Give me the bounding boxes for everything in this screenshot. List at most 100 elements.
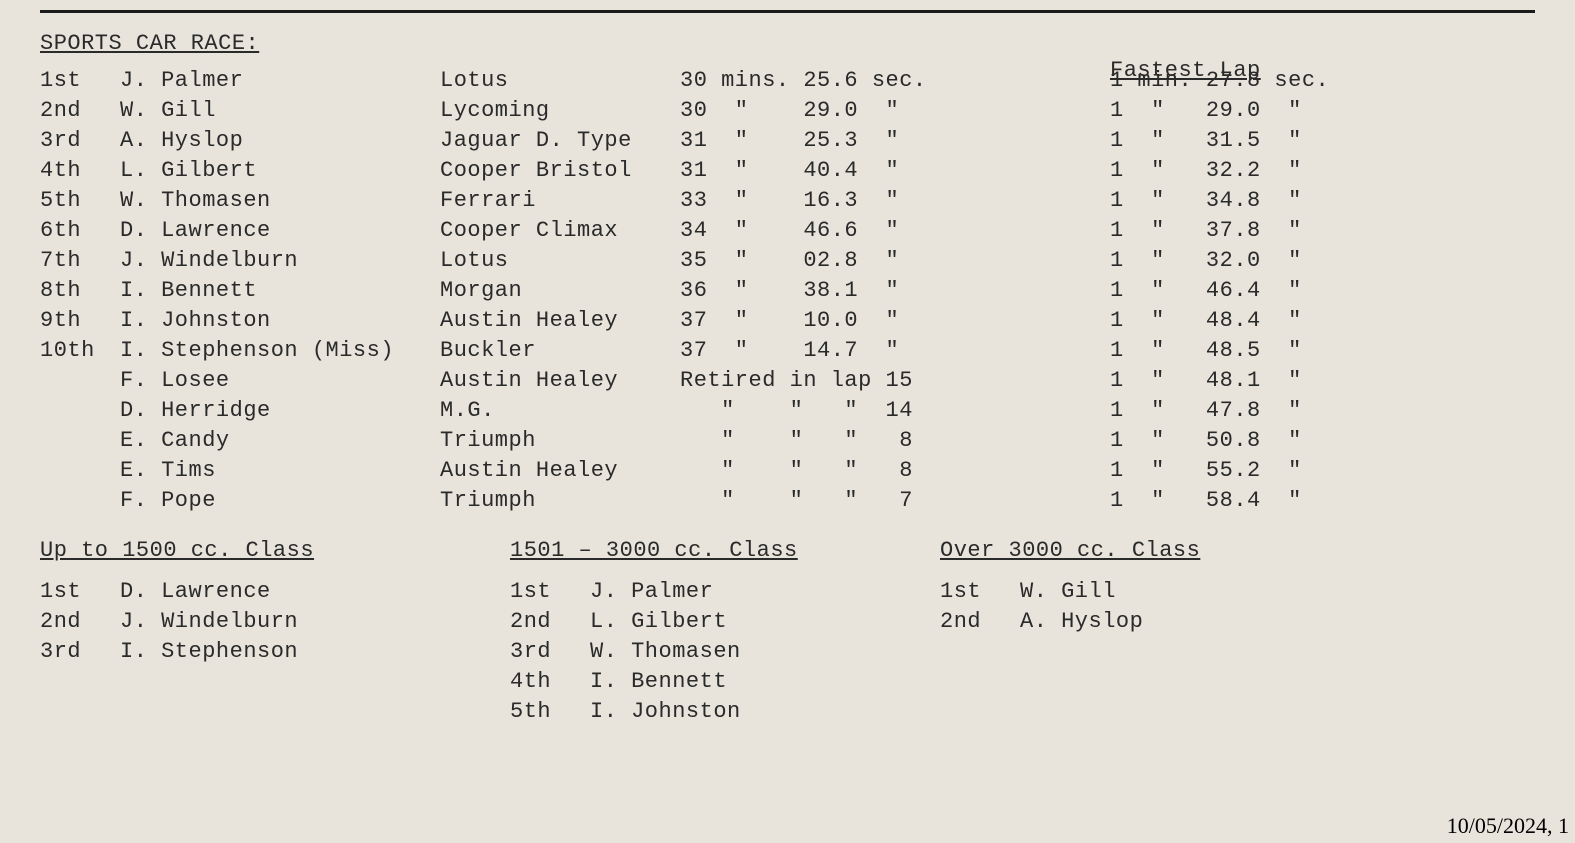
position: 4th bbox=[40, 156, 110, 186]
race-time: " " " 8 bbox=[680, 456, 1110, 486]
class-position: 3rd bbox=[40, 637, 120, 667]
position: 10th bbox=[40, 336, 110, 366]
class-column: 1501 – 3000 cc. Class 1stJ. Palmer2ndL. G… bbox=[510, 538, 798, 727]
result-row: E. TimsAustin Healey " " " 81 " 55.2 " bbox=[40, 456, 1535, 486]
class-column: Over 3000 cc. Class 1stW. Gill2ndA. Hyslo… bbox=[940, 538, 1200, 637]
fastest-lap: 1 " 37.8 " bbox=[1110, 216, 1480, 246]
car-name: Buckler bbox=[440, 336, 700, 366]
class-driver: W. Thomasen bbox=[590, 637, 741, 667]
car-name: Austin Healey bbox=[440, 366, 700, 396]
fastest-lap: 1 " 48.4 " bbox=[1110, 306, 1480, 336]
section-title: SPORTS CAR RACE: bbox=[40, 31, 1535, 56]
class-position: 1st bbox=[40, 577, 120, 607]
fastest-lap: 1 " 55.2 " bbox=[1110, 456, 1480, 486]
driver-name: W. Gill bbox=[120, 96, 440, 126]
fastest-lap: 1 " 50.8 " bbox=[1110, 426, 1480, 456]
class-row: 3rdI. Stephenson bbox=[40, 637, 314, 667]
class-driver: I. Johnston bbox=[590, 697, 741, 727]
class-driver: A. Hyslop bbox=[1020, 607, 1143, 637]
car-name: Jaguar D. Type bbox=[440, 126, 700, 156]
driver-name: I. Johnston bbox=[120, 306, 440, 336]
class-driver: J. Windelburn bbox=[120, 607, 298, 637]
class-row: 2ndJ. Windelburn bbox=[40, 607, 314, 637]
position: 2nd bbox=[40, 96, 110, 126]
class-row: 2ndL. Gilbert bbox=[510, 607, 798, 637]
car-name: Austin Healey bbox=[440, 306, 700, 336]
result-row: 2ndW. GillLycoming30 " 29.0 "1 " 29.0 " bbox=[40, 96, 1535, 126]
result-row: 8thI. BennettMorgan36 " 38.1 "1 " 46.4 " bbox=[40, 276, 1535, 306]
fastest-lap: 1 " 48.1 " bbox=[1110, 366, 1480, 396]
result-row: 4thL. GilbertCooper Bristol31 " 40.4 "1 … bbox=[40, 156, 1535, 186]
car-name: Lycoming bbox=[440, 96, 700, 126]
class-driver: L. Gilbert bbox=[590, 607, 727, 637]
class-driver: I. Stephenson bbox=[120, 637, 298, 667]
car-name: Morgan bbox=[440, 276, 700, 306]
position: 6th bbox=[40, 216, 110, 246]
class-driver: J. Palmer bbox=[590, 577, 713, 607]
position: 8th bbox=[40, 276, 110, 306]
car-name: Triumph bbox=[440, 486, 700, 516]
class-column: Up to 1500 cc. Class 1stD. Lawrence2ndJ. … bbox=[40, 538, 314, 667]
car-name: Cooper Bristol bbox=[440, 156, 700, 186]
car-name: M.G. bbox=[440, 396, 700, 426]
race-time: 33 " 16.3 " bbox=[680, 186, 1110, 216]
driver-name: D. Herridge bbox=[120, 396, 440, 426]
driver-name: E. Candy bbox=[120, 426, 440, 456]
result-row: 6thD. LawrenceCooper Climax34 " 46.6 "1 … bbox=[40, 216, 1535, 246]
race-time: " " " 7 bbox=[680, 486, 1110, 516]
class-position: 2nd bbox=[940, 607, 1020, 637]
result-row: 9thI. JohnstonAustin Healey37 " 10.0 "1 … bbox=[40, 306, 1535, 336]
race-time: 36 " 38.1 " bbox=[680, 276, 1110, 306]
race-time: " " " 8 bbox=[680, 426, 1110, 456]
fastest-lap: 1 " 31.5 " bbox=[1110, 126, 1480, 156]
race-time: 31 " 25.3 " bbox=[680, 126, 1110, 156]
position: 3rd bbox=[40, 126, 110, 156]
driver-name: I. Stephenson (Miss) bbox=[120, 336, 440, 366]
class-row: 2ndA. Hyslop bbox=[940, 607, 1200, 637]
car-name: Triumph bbox=[440, 426, 700, 456]
class-results: Up to 1500 cc. Class1stD. Lawrence2ndJ. … bbox=[40, 538, 1535, 758]
driver-name: W. Thomasen bbox=[120, 186, 440, 216]
class-position: 1st bbox=[510, 577, 590, 607]
position: 5th bbox=[40, 186, 110, 216]
race-time: 35 " 02.8 " bbox=[680, 246, 1110, 276]
driver-name: J. Windelburn bbox=[120, 246, 440, 276]
car-name: Cooper Climax bbox=[440, 216, 700, 246]
result-row: 7thJ. WindelburnLotus35 " 02.8 "1 " 32.0… bbox=[40, 246, 1535, 276]
fastest-lap: 1 " 58.4 " bbox=[1110, 486, 1480, 516]
class-position: 1st bbox=[940, 577, 1020, 607]
class-position: 2nd bbox=[40, 607, 120, 637]
race-time: 34 " 46.6 " bbox=[680, 216, 1110, 246]
result-row: D. HerridgeM.G. " " " 141 " 47.8 " bbox=[40, 396, 1535, 426]
result-row: F. LoseeAustin HealeyRetired in lap 151 … bbox=[40, 366, 1535, 396]
top-rule bbox=[40, 10, 1535, 13]
page: SPORTS CAR RACE: Fastest Lap 1stJ. Palme… bbox=[0, 0, 1575, 758]
class-row: 1stJ. Palmer bbox=[510, 577, 798, 607]
class-row: 1stD. Lawrence bbox=[40, 577, 314, 607]
result-row: F. PopeTriumph " " " 71 " 58.4 " bbox=[40, 486, 1535, 516]
footer-date: 10/05/2024, 1 bbox=[1447, 813, 1569, 839]
driver-name: E. Tims bbox=[120, 456, 440, 486]
race-time: 30 mins. 25.6 sec. bbox=[680, 66, 1110, 96]
driver-name: F. Losee bbox=[120, 366, 440, 396]
class-position: 5th bbox=[510, 697, 590, 727]
driver-name: L. Gilbert bbox=[120, 156, 440, 186]
class-driver: D. Lawrence bbox=[120, 577, 271, 607]
race-time: Retired in lap 15 bbox=[680, 366, 1110, 396]
car-name: Lotus bbox=[440, 66, 700, 96]
class-row: 4thI. Bennett bbox=[510, 667, 798, 697]
driver-name: A. Hyslop bbox=[120, 126, 440, 156]
class-row: 1stW. Gill bbox=[940, 577, 1200, 607]
class-title: Over 3000 cc. Class bbox=[940, 538, 1200, 563]
class-title: Up to 1500 cc. Class bbox=[40, 538, 314, 563]
race-time: 31 " 40.4 " bbox=[680, 156, 1110, 186]
fastest-lap: 1 " 29.0 " bbox=[1110, 96, 1480, 126]
fastest-lap: 1 min. 27.8 sec. bbox=[1110, 66, 1480, 96]
result-row: 1stJ. PalmerLotus30 mins. 25.6 sec.1 min… bbox=[40, 66, 1535, 96]
fastest-lap: 1 " 32.0 " bbox=[1110, 246, 1480, 276]
position: 7th bbox=[40, 246, 110, 276]
class-title: 1501 – 3000 cc. Class bbox=[510, 538, 798, 563]
result-row: 5thW. ThomasenFerrari33 " 16.3 "1 " 34.8… bbox=[40, 186, 1535, 216]
driver-name: I. Bennett bbox=[120, 276, 440, 306]
class-driver: I. Bennett bbox=[590, 667, 727, 697]
